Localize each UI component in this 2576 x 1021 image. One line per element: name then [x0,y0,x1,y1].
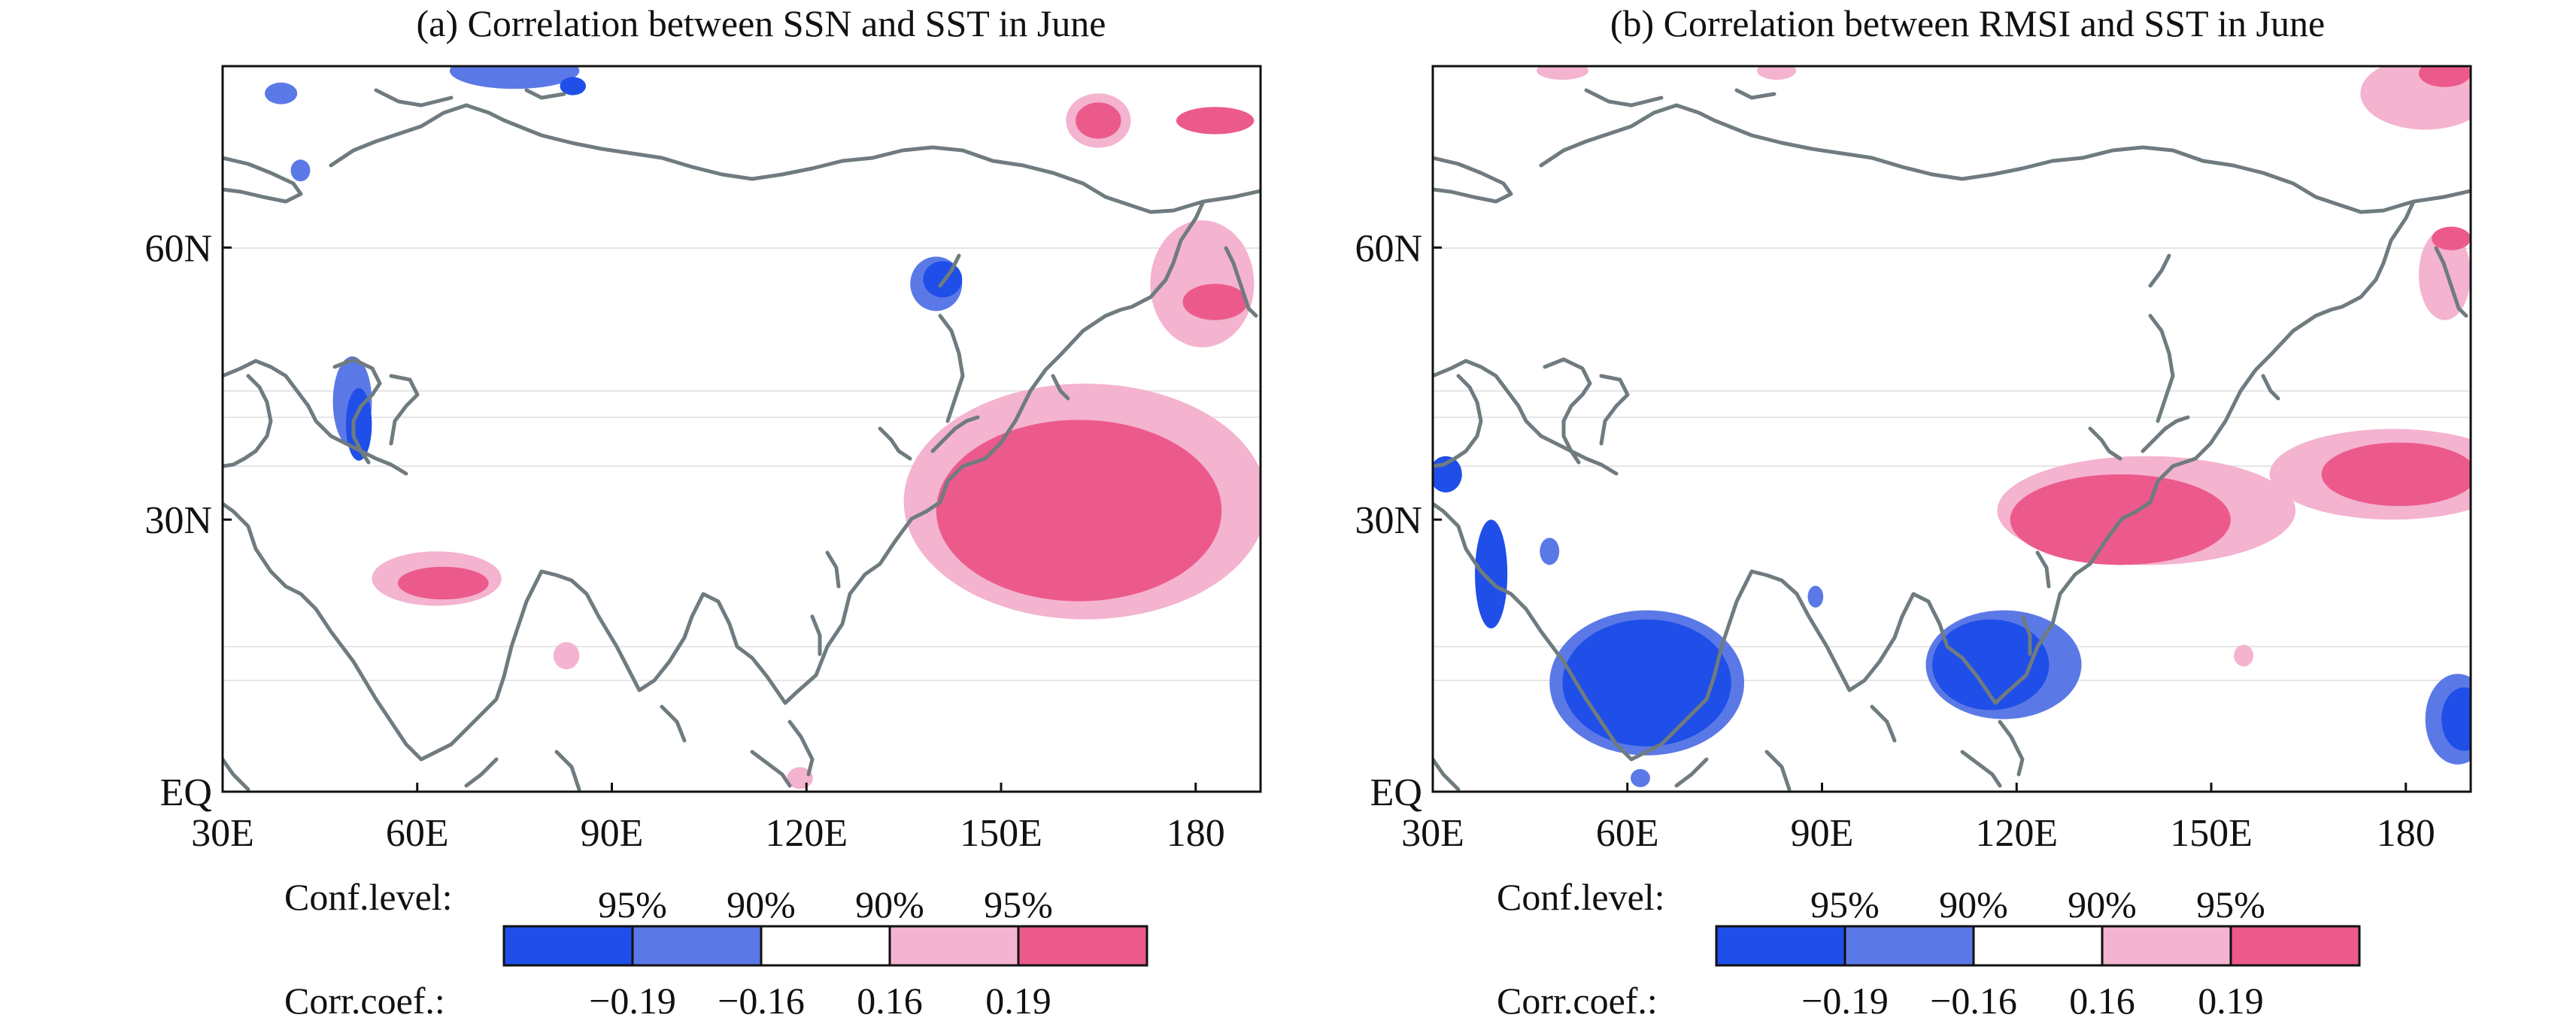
legend-b-conf-label: Conf.level: [1497,876,1665,918]
panel-a-region-pos90-9 [553,641,580,670]
panel-b-region-neg90-21 [1807,586,1824,608]
legend-b-level-3: 95% [2196,883,2265,926]
panel-a-axes: 30E 60E 90E 120E 150E 180 60N 30N EQ [144,227,1224,855]
legend-b-threshold-1: −0.16 [1930,980,2017,1021]
legend-b-threshold-3: 0.19 [2198,980,2264,1021]
legend-b-levels: 95% 90% 90% 95% [1810,883,2265,926]
panel-a-region-neg90-15 [449,66,580,89]
panel-b-region-pos95-5 [2419,66,2471,87]
legend-a-threshold-0: −0.19 [589,980,676,1021]
legend-a-corr-label: Corr.coef.: [284,980,445,1021]
legend-a-threshold-3: 0.19 [985,980,1051,1021]
panel-b-region-pos90-10 [2234,644,2254,667]
legend-a-thresholds: −0.19 −0.16 0.16 0.19 [589,980,1051,1021]
legend-b-level-2: 90% [2068,883,2137,926]
panel-b-region-neg90-20 [1540,538,1560,565]
panel-b-region-pos95-3 [2321,442,2471,507]
legend-a-swatch-neg95 [502,925,634,967]
panel-a-map: (a) Correlation between SSN and SST in J… [144,2,1262,855]
panel-b-region-pos90-9 [1757,66,1796,80]
panel-a-region-pos95-5 [1182,283,1248,320]
legend-b-corr-label: Corr.coef.: [1497,980,1658,1021]
legend-b-swatch-pos95 [2229,925,2361,967]
panel-b-region-neg95-12 [1562,619,1731,747]
panel-b-xtick-2: 90E [1791,812,1854,855]
legend-a-level-0: 95% [598,883,667,926]
panel-b-region-neg95-14 [1932,619,2050,710]
legend-a-levels: 95% 90% 90% 95% [598,883,1053,926]
panel-b-region-pos90-8 [1537,66,1588,80]
legend-a-colorbar [502,925,1148,967]
panel-b-xtick-5: 180 [2377,812,2435,855]
panel-b-axes: 30E 60E 90E 120E 150E 180 60N 30N EQ [1355,227,2435,855]
legend-b-threshold-2: 0.16 [2069,980,2135,1021]
panel-b-region-neg95-18 [2441,687,2471,751]
panel-a-xtick-4: 150E [960,812,1042,855]
panel-b-ytick-1: 30N [1355,499,1422,542]
panel-a-ytick-1: 30N [144,499,212,542]
panel-b-ytick-0: 60N [1355,227,1422,270]
legend-b-colorbar [1715,925,2361,967]
panel-a-region-pos95-2 [397,566,489,600]
panel-a-region-pos95-7 [1076,102,1121,139]
panel-b-region-pos90-6 [2419,229,2471,320]
panel-b-xtick-4: 150E [2170,812,2253,855]
panel-b-correlation-regions [1433,66,2471,787]
panel-b-region-neg95-15 [1475,520,1508,629]
legend-a-threshold-1: −0.16 [718,980,805,1021]
panel-a-region-neg90-17 [265,82,298,105]
legend-b-level-0: 95% [1810,883,1880,926]
legend-a-swatch-pos90 [888,925,1020,967]
legend-a-level-2: 90% [855,883,924,926]
legend-a-swatch-neg90 [631,925,763,967]
panel-b-legend: Conf.level: Corr.coef.: 95% 90% 90% 95% −0.… [1497,876,2361,1021]
legend-a-level-1: 90% [727,883,796,926]
legend-b-swatch-pos90 [2101,925,2232,967]
panel-a-correlation-regions [265,66,1261,789]
panel-b-region-neg90-19 [1631,768,1650,787]
panel-b-ytick-2: EQ [1370,771,1422,814]
panel-b-coastline [1433,88,2471,792]
legend-b-swatch-neg90 [1843,925,1975,967]
panel-b-region-pos95-7 [2432,226,2471,250]
legend-b-swatch-neg95 [1715,925,1846,967]
panel-b-xtick-1: 60E [1596,812,1659,855]
legend-b-level-1: 90% [1939,883,2008,926]
panel-a-xtick-2: 90E [581,812,644,855]
panel-a-ytick-2: EQ [160,771,212,814]
panel-a-region-pos95-0 [936,420,1222,601]
panel-b-frame [1431,65,2472,793]
panel-b-xtick-3: 120E [1975,812,2058,855]
legend-b-threshold-0: −0.19 [1801,980,1889,1021]
panel-a-region-neg95-11 [345,388,372,461]
legend-b-thresholds: −0.19 −0.16 0.16 0.19 [1801,980,2264,1021]
legend-a-swatch-insignificant [760,925,891,967]
panel-a-frame [221,65,1262,793]
panel-a-xtick-1: 60E [386,812,449,855]
panel-a-ytick-0: 60N [144,227,212,270]
panel-a-region-pos95-6 [1176,107,1255,135]
panel-b-title: (b) Correlation between RMSI and SST in … [1610,2,2325,44]
panel-a-coastline [223,88,1261,792]
panel-a-xtick-5: 180 [1167,812,1225,855]
panel-a-xtick-0: 30E [191,812,254,855]
legend-a-threshold-2: 0.16 [857,980,923,1021]
legend-a-level-3: 95% [984,883,1053,926]
legend-a-swatch-pos95 [1017,925,1148,967]
panel-b-xtick-0: 30E [1401,812,1464,855]
panel-a-xtick-3: 120E [765,812,848,855]
panel-a-region-neg95-16 [560,77,586,95]
panel-b-map: (b) Correlation between RMSI and SST in … [1355,2,2472,855]
legend-b-swatch-insignificant [1972,925,2104,967]
panel-a-legend: Conf.level: Corr.coef.: 95% 90% 90% 95% −0.… [284,876,1148,1021]
panel-a-region-neg90-18 [290,159,311,182]
legend-a-conf-label: Conf.level: [284,876,453,918]
panel-a-title: (a) Correlation between SSN and SST in J… [417,2,1106,44]
